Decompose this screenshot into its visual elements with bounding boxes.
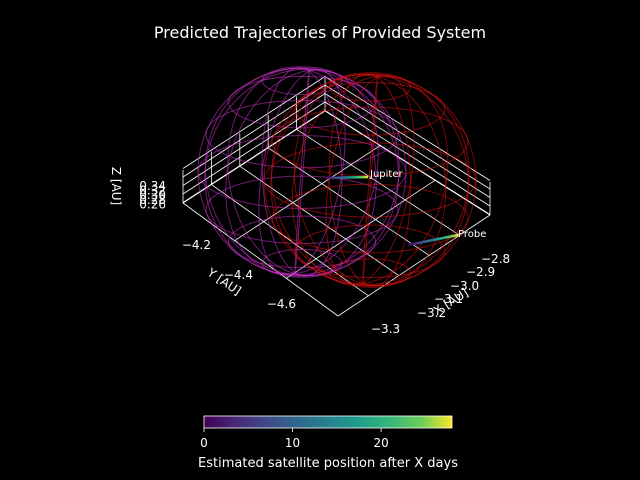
longitude-ring <box>227 68 377 276</box>
z-tick-label: 0.34 <box>139 179 166 193</box>
colorbar-label: Estimated satellite position after X day… <box>198 456 458 471</box>
floor-grid-line <box>182 202 339 317</box>
z-tick-label: 0.30 <box>139 188 166 202</box>
x-tick-label: −3.1 <box>434 292 463 306</box>
latitude-ring <box>271 106 469 177</box>
colorbar-gradient <box>203 415 453 429</box>
floor-grid-line <box>211 184 369 297</box>
longitude-ring <box>328 73 412 287</box>
y-tick-label: −4.6 <box>267 297 296 311</box>
probe-label: Probe <box>458 229 486 240</box>
floor-grid-line <box>267 147 430 256</box>
latitude-ring <box>263 142 477 218</box>
colorbar-ticks: 0 10 20 <box>200 428 389 450</box>
y-tick-label: −4.2 <box>182 238 211 252</box>
x-tick-label: −3.3 <box>371 322 400 336</box>
longitude-ring <box>294 67 310 277</box>
floor-grid-line <box>239 165 400 276</box>
trajectories <box>324 175 459 247</box>
x-tick-label: −3.2 <box>417 306 446 320</box>
longitude-ring <box>271 73 469 287</box>
colorbar-tick-label: 0 <box>200 436 208 450</box>
x-tick-label: −3.0 <box>450 279 479 293</box>
colorbar: 0 10 20 Estimated satellite position after… <box>198 415 458 471</box>
jupiter-trajectory <box>324 175 369 180</box>
latitude-ring <box>271 183 469 254</box>
floor-grid-line <box>296 129 460 236</box>
colorbar-tick-label: 20 <box>374 436 389 450</box>
axis-ticks: −2.8−2.9−3.0−3.1−3.2 −3.3 −4.2 −4.4 −4.6 0.34… <box>139 179 510 336</box>
z-tick-label: 0.32 <box>139 184 166 198</box>
x-tick-label: −2.9 <box>466 265 495 279</box>
floor-grid-line <box>337 214 491 317</box>
sphere-wireframes <box>197 66 477 288</box>
chart-title: Predicted Trajectories of Provided Syste… <box>154 23 486 42</box>
red-wireframe-sphere <box>263 72 477 288</box>
purple-wireframe-sphere <box>197 66 407 278</box>
longitude-ring <box>204 68 400 276</box>
longitude-ring <box>293 74 447 286</box>
x-tick-label: −2.8 <box>481 252 510 266</box>
floor-grid-line <box>234 145 381 242</box>
longitude-ring <box>261 67 343 277</box>
y-tick-label: −4.4 <box>224 268 253 282</box>
wall-grid-line <box>182 76 491 181</box>
grid-panes <box>182 76 491 317</box>
z-tick-label: 0.26 <box>139 197 166 211</box>
longitude-ring <box>270 74 470 286</box>
probe-trajectory <box>407 233 459 247</box>
longitude-ring <box>362 73 378 287</box>
z-tick-label: 0.28 <box>139 193 166 207</box>
jupiter-label: Jupiter <box>369 169 403 180</box>
z-axis-label: Z [AU] <box>109 167 123 205</box>
colorbar-tick-label: 10 <box>285 436 300 450</box>
